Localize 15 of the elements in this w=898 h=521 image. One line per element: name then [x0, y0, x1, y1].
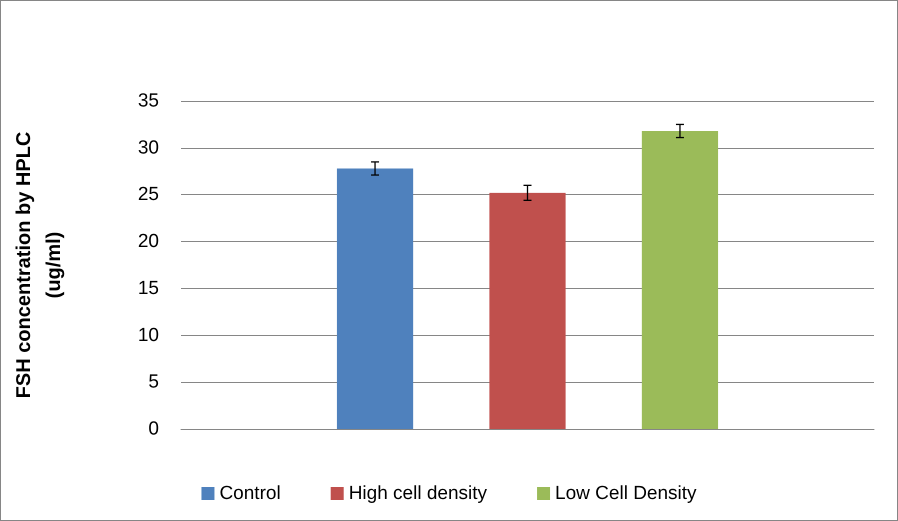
legend-label: Low Cell Density: [555, 483, 698, 504]
y-tick-label: 35: [138, 90, 159, 112]
y-axis-title: FSH concentration by HPLC (ug/ml): [13, 132, 65, 398]
y-tick-label: 20: [138, 231, 159, 252]
y-tick-label: 5: [148, 372, 159, 393]
y-tick-label: 25: [138, 184, 159, 206]
y-tick-label: 30: [138, 137, 159, 158]
y-tick-label: 0: [148, 418, 159, 440]
y-tick-label: 10: [138, 324, 159, 346]
y-tick-label: 15: [138, 278, 159, 299]
bar: [642, 130, 718, 429]
legend-label: High cell density: [348, 483, 488, 504]
bar: [336, 168, 414, 429]
bar: [489, 192, 566, 429]
legend-label: Control: [219, 483, 281, 504]
